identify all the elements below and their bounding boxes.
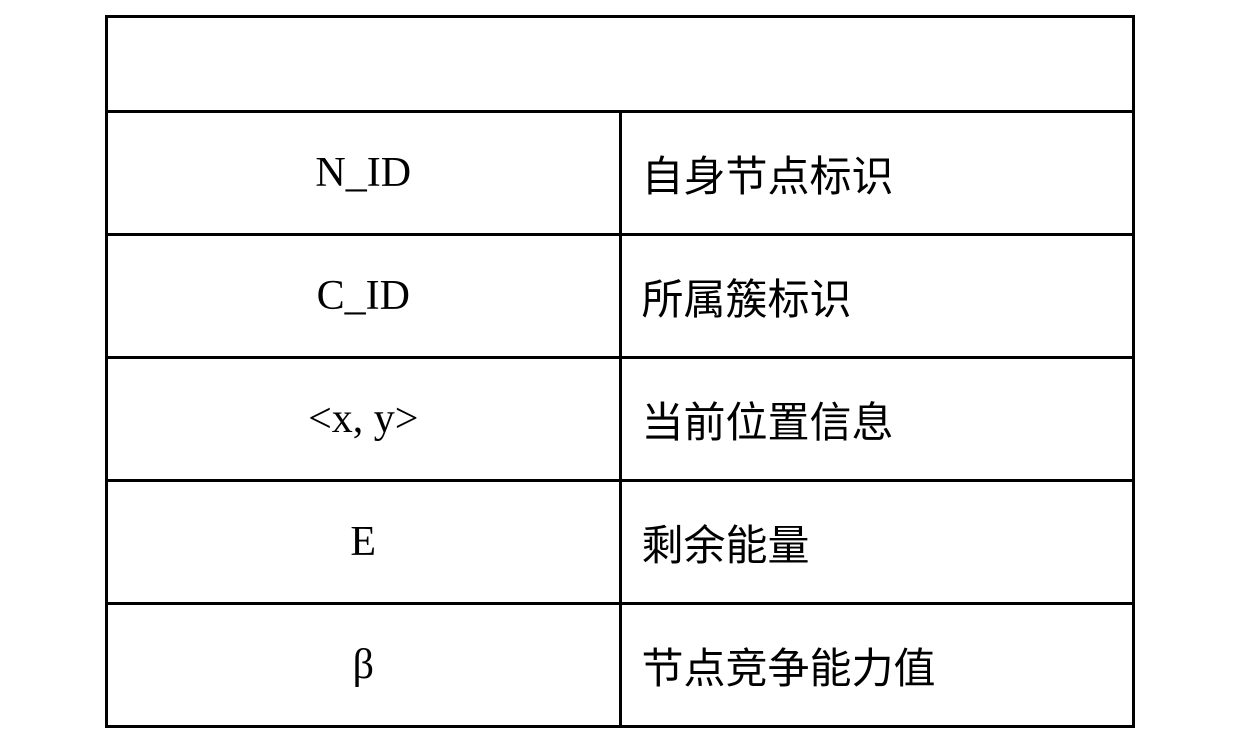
table-row: C_ID 所属簇标识 (107, 235, 1134, 358)
table-header-row (107, 17, 1134, 112)
table-row: β 节点竞争能力值 (107, 604, 1134, 727)
table-row: <x, y> 当前位置信息 (107, 358, 1134, 481)
definition-table-container: N_ID 自身节点标识 C_ID 所属簇标识 <x, y> 当前位置信息 E 剩… (105, 15, 1135, 725)
definition-table: N_ID 自身节点标识 C_ID 所属簇标识 <x, y> 当前位置信息 E 剩… (105, 15, 1135, 728)
description-cell: 当前位置信息 (620, 358, 1134, 481)
symbol-cell: C_ID (107, 235, 621, 358)
description-cell: 所属簇标识 (620, 235, 1134, 358)
table-header-cell (107, 17, 1134, 112)
symbol-cell: E (107, 481, 621, 604)
description-cell: 自身节点标识 (620, 112, 1134, 235)
description-cell: 节点竞争能力值 (620, 604, 1134, 727)
symbol-cell: N_ID (107, 112, 621, 235)
symbol-cell: <x, y> (107, 358, 621, 481)
table-row: E 剩余能量 (107, 481, 1134, 604)
table-row: N_ID 自身节点标识 (107, 112, 1134, 235)
description-cell: 剩余能量 (620, 481, 1134, 604)
symbol-cell: β (107, 604, 621, 727)
